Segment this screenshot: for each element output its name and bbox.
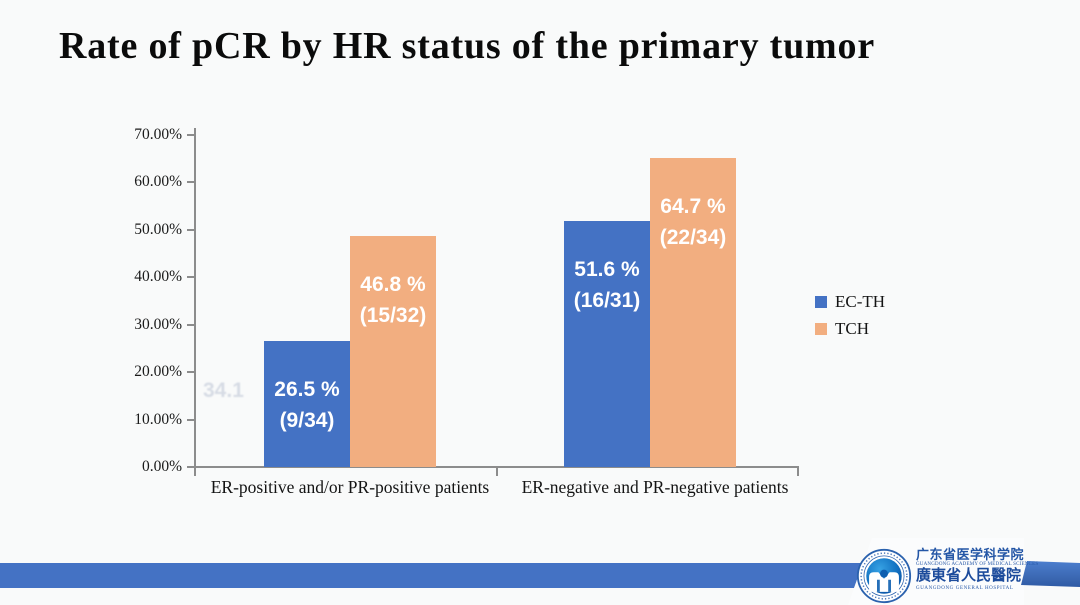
legend-swatch-icon [815, 322, 827, 335]
y-tick-mark-5 [187, 228, 194, 231]
legend-label: EC-TH [835, 292, 886, 311]
y-tick-label-6: 60.00% [134, 173, 182, 191]
chart-legend: EC-TH TCH [815, 292, 886, 349]
bar-ec-th-category-1: 51.6 % (16/31) [564, 220, 650, 467]
legend-item-ec-th: EC-TH [815, 292, 886, 311]
hospital-logo-icon [856, 548, 912, 604]
bar-ec-th-category-0: 26.5 % (9/34) [264, 340, 350, 467]
y-tick-mark-2 [187, 371, 194, 374]
y-tick-mark-1 [187, 418, 194, 421]
x-category-label-1: ER-negative and PR-negative patients [521, 477, 789, 497]
legend-label: TCH [835, 319, 869, 338]
bar-value-label: 64.7 % (22/34) [659, 195, 727, 250]
y-tick-mark-0 [187, 466, 194, 468]
y-tick-label-5: 50.00% [134, 220, 182, 238]
y-tick-mark-7 [187, 134, 194, 136]
org-name-cn-2: 廣東省人民醫院 [916, 568, 1022, 584]
y-tick-label-3: 30.00% [134, 315, 182, 333]
org-name-en-1: GUANGDONG ACADEMY OF MEDICAL SCIENCES [916, 562, 1039, 567]
legend-swatch-icon [815, 295, 827, 308]
y-tick-label-2: 20.00% [134, 363, 182, 381]
y-axis-line [194, 128, 196, 468]
hospital-name-block: 广东省医学科学院 GUANGDONG ACADEMY OF MEDICAL SC… [916, 547, 1039, 591]
x-tick-mark-2 [797, 468, 799, 476]
bar-value-label: 51.6 % (16/31) [573, 257, 641, 312]
y-tick-mark-6 [187, 181, 194, 184]
bar-tch-category-1: 64.7 % (22/34) [650, 158, 736, 467]
y-tick-label-7: 70.00% [134, 126, 182, 143]
bar-value-label: 26.5 % (9/34) [274, 377, 340, 432]
footer-band-right [1021, 561, 1080, 587]
org-name-cn-1: 广东省医学科学院 [916, 547, 1025, 562]
bar-value-label: 46.8 % (15/32) [359, 273, 427, 328]
org-name-en-2: GUANGDONG GENERAL HOSPITAL [916, 586, 1014, 591]
ghost-artifact-text: 34.1 [203, 379, 244, 402]
x-tick-mark-1 [496, 468, 498, 476]
x-tick-mark-0 [194, 468, 196, 476]
y-tick-mark-3 [187, 323, 194, 326]
x-category-label-0: ER-positive and/or PR-positive patients [210, 477, 490, 497]
x-axis-line [194, 466, 799, 468]
legend-item-tch: TCH [815, 319, 885, 338]
y-tick-label-4: 40.00% [134, 268, 182, 286]
footer-band [0, 563, 863, 588]
bar-tch-category-0: 46.8 % (15/32) [350, 236, 436, 467]
y-tick-label-1: 10.00% [134, 410, 182, 428]
page-title: Rate of pCR by HR status of the primary … [59, 25, 875, 67]
y-tick-mark-4 [187, 276, 194, 279]
y-tick-label-0: 0.00% [141, 458, 182, 475]
